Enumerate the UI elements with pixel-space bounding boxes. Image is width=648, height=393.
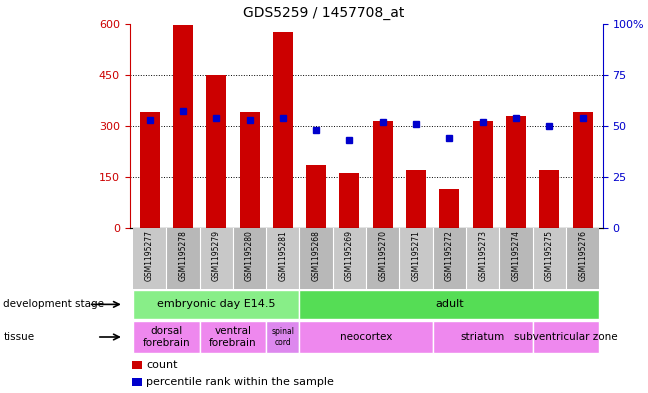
Text: dorsal
forebrain: dorsal forebrain: [143, 326, 190, 348]
Text: GSM1195278: GSM1195278: [178, 230, 187, 281]
Text: count: count: [146, 360, 178, 370]
Text: GSM1195270: GSM1195270: [378, 230, 388, 281]
Bar: [466, 228, 500, 289]
Text: percentile rank within the sample: percentile rank within the sample: [146, 377, 334, 387]
Text: ventral
forebrain: ventral forebrain: [209, 326, 257, 348]
Bar: [299, 321, 433, 353]
Bar: [206, 75, 226, 228]
Text: subventricular zone: subventricular zone: [514, 332, 618, 342]
Text: GSM1195274: GSM1195274: [511, 230, 520, 281]
Bar: [139, 112, 159, 228]
Text: embryonic day E14.5: embryonic day E14.5: [157, 299, 275, 309]
Text: adult: adult: [435, 299, 464, 309]
Text: GSM1195269: GSM1195269: [345, 230, 354, 281]
Bar: [500, 228, 533, 289]
Bar: [406, 170, 426, 228]
Bar: [273, 32, 293, 228]
Bar: [539, 170, 559, 228]
Text: GSM1195281: GSM1195281: [279, 230, 287, 281]
Text: GSM1195277: GSM1195277: [145, 230, 154, 281]
Text: development stage: development stage: [3, 299, 104, 309]
Bar: [366, 228, 399, 289]
Bar: [473, 121, 492, 228]
Bar: [340, 173, 360, 228]
Text: GSM1195271: GSM1195271: [411, 230, 421, 281]
Bar: [133, 290, 299, 318]
Bar: [306, 165, 326, 228]
Bar: [373, 121, 393, 228]
Bar: [566, 228, 599, 289]
Bar: [266, 228, 299, 289]
Bar: [299, 228, 333, 289]
Bar: [299, 290, 599, 318]
Bar: [506, 116, 526, 228]
Text: GSM1195276: GSM1195276: [578, 230, 587, 281]
Bar: [240, 112, 259, 228]
Text: spinal
cord: spinal cord: [272, 327, 294, 347]
Bar: [439, 189, 459, 228]
Bar: [533, 228, 566, 289]
Bar: [433, 321, 533, 353]
Bar: [333, 228, 366, 289]
Bar: [266, 321, 299, 353]
Bar: [132, 378, 143, 386]
Bar: [233, 228, 266, 289]
Text: GSM1195272: GSM1195272: [445, 230, 454, 281]
Text: GSM1195280: GSM1195280: [245, 230, 254, 281]
Bar: [200, 321, 266, 353]
Text: GDS5259 / 1457708_at: GDS5259 / 1457708_at: [243, 6, 405, 20]
Bar: [133, 228, 167, 289]
Text: GSM1195275: GSM1195275: [545, 230, 554, 281]
Bar: [533, 321, 599, 353]
Text: tissue: tissue: [3, 332, 34, 342]
Text: GSM1195268: GSM1195268: [312, 230, 321, 281]
Bar: [173, 25, 193, 228]
Bar: [133, 321, 200, 353]
Bar: [167, 228, 200, 289]
Bar: [573, 112, 593, 228]
Text: GSM1195279: GSM1195279: [212, 230, 221, 281]
Bar: [132, 361, 143, 369]
Bar: [399, 228, 433, 289]
Text: neocortex: neocortex: [340, 332, 392, 342]
Bar: [433, 228, 466, 289]
Text: GSM1195273: GSM1195273: [478, 230, 487, 281]
Bar: [200, 228, 233, 289]
Text: striatum: striatum: [461, 332, 505, 342]
